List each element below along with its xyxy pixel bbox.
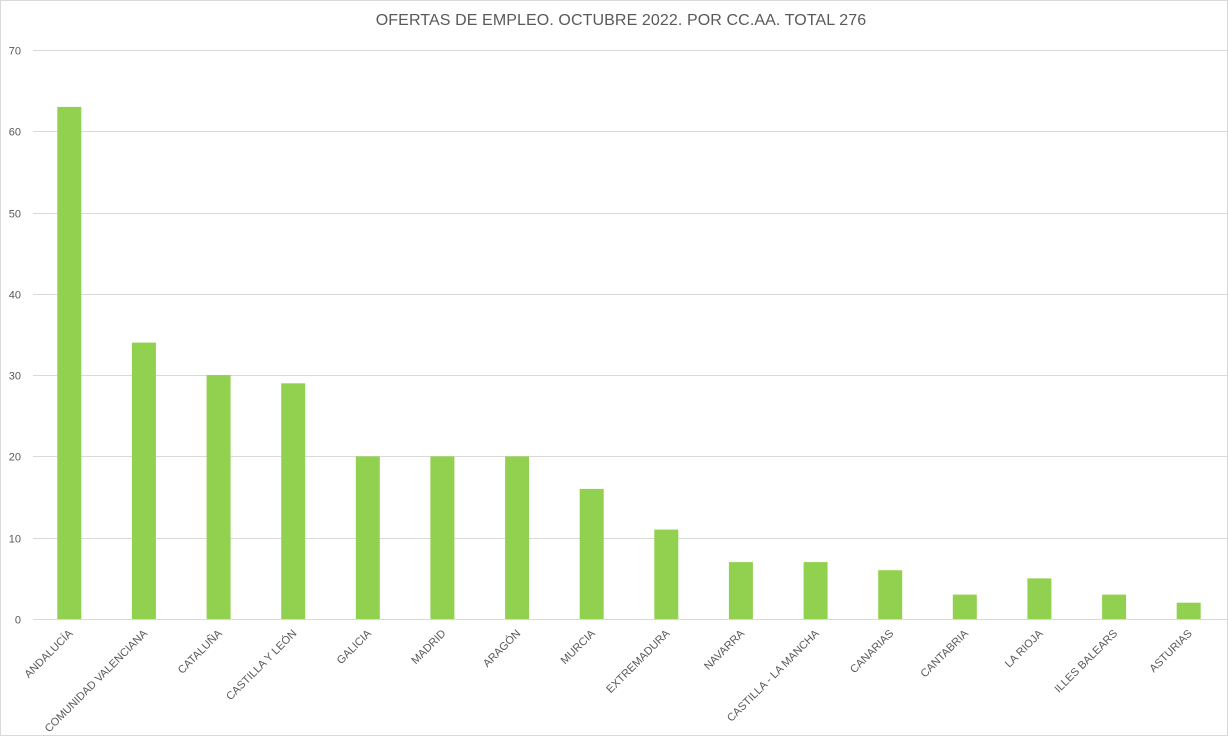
- x-tick-label: ASTURIAS: [1147, 628, 1194, 675]
- y-tick-label: 50: [9, 209, 21, 221]
- x-tick-label: MURCIA: [559, 627, 599, 667]
- x-tick-label: CATALUÑA: [175, 626, 225, 676]
- x-tick-label: ILLES BALEARS: [1052, 628, 1120, 696]
- bar: [579, 488, 604, 619]
- bar: [1176, 602, 1201, 619]
- x-tick-label: CANTABRIA: [918, 627, 971, 680]
- bar: [1027, 578, 1052, 619]
- bar: [131, 342, 156, 619]
- bar: [206, 375, 231, 619]
- x-tick-label: EXTREMADURA: [604, 627, 673, 696]
- x-tick-label: GALICIA: [335, 627, 375, 667]
- bars: [57, 106, 1201, 619]
- x-tick-label: LA RIOJA: [1003, 627, 1046, 670]
- x-tick-label: CANARIAS: [848, 628, 896, 676]
- y-tick-label: 70: [9, 46, 21, 58]
- bar: [654, 529, 679, 619]
- y-tick-label: 0: [15, 615, 21, 627]
- x-tick-label: ARAGÓN: [480, 627, 523, 670]
- bar: [878, 570, 903, 619]
- y-tick-label: 60: [9, 127, 21, 139]
- bar: [505, 456, 530, 619]
- bar: [952, 594, 977, 619]
- x-tick-label: ANDALUCÍA: [22, 626, 76, 680]
- bar: [728, 562, 753, 619]
- chart-title: OFERTAS DE EMPLEO. OCTUBRE 2022. POR CC.…: [375, 12, 867, 29]
- y-tick-label: 20: [9, 452, 21, 464]
- x-tick-label: CASTILLA Y LEÓN: [223, 627, 299, 703]
- y-tick-label: 30: [9, 371, 21, 383]
- y-tick-label: 40: [9, 290, 21, 302]
- x-tick-label: NAVARRA: [702, 627, 747, 672]
- bar: [281, 383, 306, 619]
- bar: [430, 456, 455, 619]
- y-tick-label: 10: [9, 534, 21, 546]
- bar: [803, 562, 828, 619]
- bar: [1102, 594, 1127, 619]
- gridlines: [33, 50, 1227, 620]
- x-tick-label: MADRID: [409, 628, 448, 667]
- y-axis-ticks: 0 10 20 30 40 50 60 70: [9, 46, 21, 627]
- bar: [355, 456, 380, 619]
- bar: [57, 106, 82, 619]
